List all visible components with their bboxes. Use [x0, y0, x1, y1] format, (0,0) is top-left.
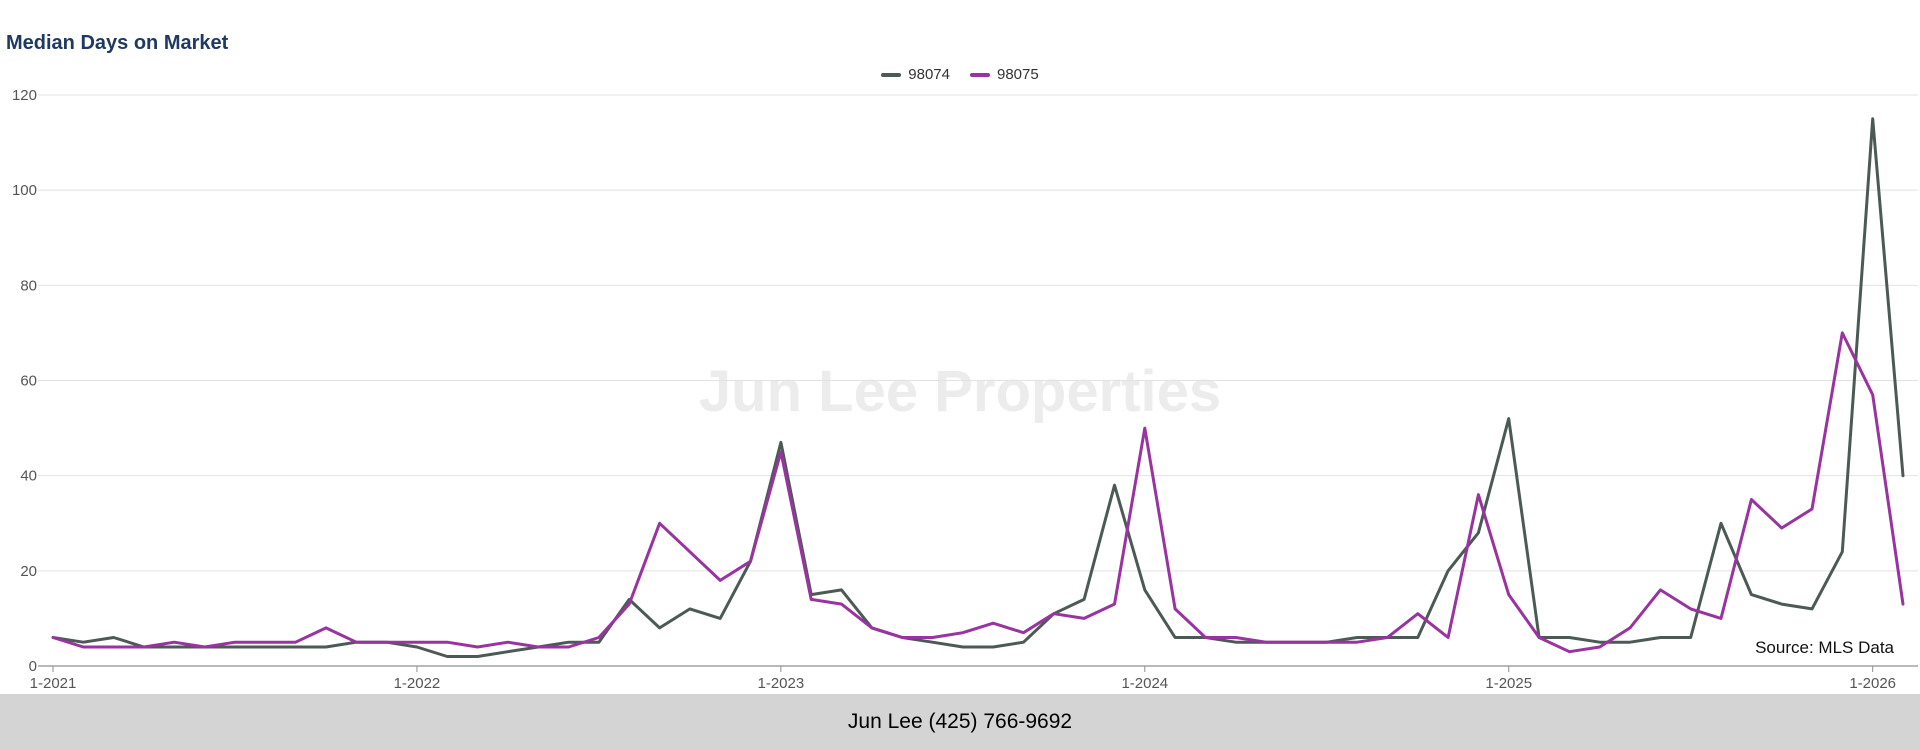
- x-tick-label: 1-2026: [1849, 675, 1896, 692]
- source-note: Source: MLS Data: [1755, 638, 1894, 657]
- x-tick-label: 1-2021: [30, 675, 77, 692]
- footer-contact-text: Jun Lee (425) 766-9692: [847, 710, 1073, 733]
- y-tick-label: 20: [20, 563, 37, 580]
- chart-legend: 98074 98075: [0, 66, 1920, 83]
- legend-item-98074[interactable]: 98074: [881, 66, 950, 83]
- x-tick-label: 1-2023: [758, 675, 805, 692]
- legend-label: 98074: [908, 66, 950, 83]
- y-tick-label: 0: [29, 658, 37, 675]
- series-line-98075: [51, 331, 1905, 654]
- legend-swatch-98074: [881, 72, 902, 77]
- legend-label: 98075: [997, 66, 1039, 83]
- x-tick-label: 1-2025: [1485, 675, 1532, 692]
- footer-bar: Jun Lee (425) 766-9692: [0, 694, 1920, 750]
- legend-item-98075[interactable]: 98075: [970, 66, 1039, 83]
- y-tick-label: 40: [20, 468, 37, 485]
- line-chart: 0 20 40 60 80 100 120 1-2021 1-2022 1-2023 1-2024 1…: [12, 87, 1918, 692]
- y-tick-label: 60: [20, 373, 37, 390]
- x-tick-label: 1-2022: [394, 675, 441, 692]
- series-line-98074: [51, 117, 1905, 658]
- y-tick-label: 80: [20, 277, 37, 294]
- watermark-text: Jun Lee Properties: [698, 359, 1222, 424]
- chart-title: Median Days on Market: [6, 32, 229, 54]
- y-tick-label: 100: [12, 182, 37, 199]
- x-tick-label: 1-2024: [1121, 675, 1168, 692]
- y-tick-label: 120: [12, 87, 37, 104]
- legend-swatch-98075: [970, 72, 990, 77]
